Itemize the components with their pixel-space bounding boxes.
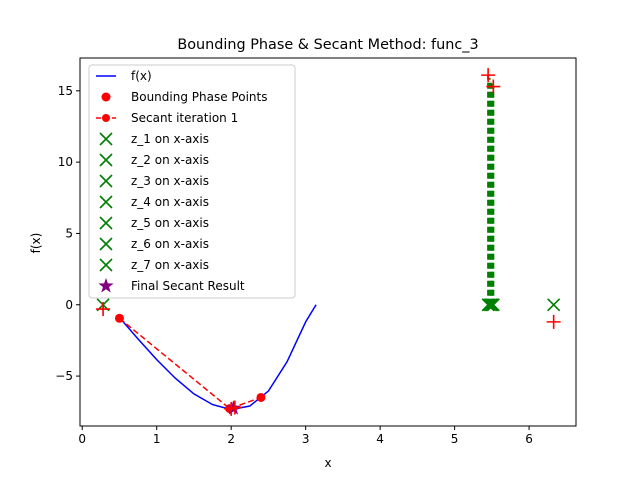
y-tick-label-1: −5 [55, 369, 73, 383]
x-tick-label-6: 5 [451, 432, 459, 446]
y-tick-label-4: 10 [58, 155, 73, 169]
legend: f(x) Bounding Phase Points Secant iteratio… [88, 64, 296, 299]
plus-marker-6 [227, 400, 242, 415]
legend-label-9: z_6 on x-axis [131, 237, 209, 251]
legend-label-10: z_7 on x-axis [131, 258, 209, 272]
legend-handle-11 [98, 278, 114, 293]
x-tick-label-2: 1 [153, 432, 161, 446]
x-axis-label: x [324, 456, 331, 470]
legend-label-1: f(x) [131, 69, 152, 83]
series-3-line [118, 317, 262, 410]
x-tick-label-5: 4 [376, 432, 384, 446]
legend-handle-5 [99, 153, 113, 167]
x-tick-label-3: 2 [227, 432, 235, 446]
chart-title: Bounding Phase & Secant Method: func_3 [177, 37, 478, 53]
series-9-marker-1 [484, 298, 498, 312]
legend-handle-3-dot [102, 114, 110, 122]
plus-marker-5 [224, 401, 239, 416]
y-tick-label-3: 5 [65, 226, 73, 240]
series-5-marker-1 [481, 298, 495, 312]
x-tick-label-1: 0 [78, 432, 86, 446]
series-3-point-1 [115, 314, 124, 323]
plot-marks [96, 68, 561, 416]
series-8-marker-1 [486, 298, 500, 312]
legend-frame [88, 64, 296, 299]
plot-area: 0 1 2 3 4 5 6 −5 0 5 10 15 [55, 57, 577, 446]
legend-label-6: z_3 on x-axis [131, 174, 209, 188]
series-7-marker-1 [483, 298, 497, 312]
series-3-point-3 [256, 393, 265, 402]
plus-marker-3 [486, 79, 501, 94]
legend-handle-9 [99, 237, 113, 251]
legend-label-2: Bounding Phase Points [131, 90, 267, 104]
legend-handle-8 [99, 216, 113, 230]
y-axis-label: f(x) [29, 233, 43, 254]
legend-handle-4 [99, 132, 113, 146]
y-tick-label-5: 15 [58, 84, 73, 98]
legend-handle-7 [99, 195, 113, 209]
legend-handle-10 [99, 258, 113, 272]
y-tick-label-2: 0 [65, 298, 73, 312]
legend-handle-2 [101, 92, 111, 102]
axes-frame [79, 57, 577, 427]
series-1-line [118, 304, 317, 411]
x-tick-label-4: 3 [302, 432, 310, 446]
legend-label-11: Final Secant Result [131, 279, 245, 293]
legend-handle-6 [99, 174, 113, 188]
plus-marker-4 [546, 314, 561, 329]
legend-label-8: z_5 on x-axis [131, 216, 209, 230]
legend-label-3: Secant iteration 1 [131, 111, 238, 125]
legend-label-4: z_1 on x-axis [131, 132, 209, 146]
legend-label-5: z_2 on x-axis [131, 153, 209, 167]
x-tick-label-7: 6 [525, 432, 533, 446]
plus-marker-1 [96, 302, 111, 317]
series-10-marker-1 [547, 298, 561, 312]
plus-marker-2 [481, 68, 496, 83]
legend-label-7: z_4 on x-axis [131, 195, 209, 209]
